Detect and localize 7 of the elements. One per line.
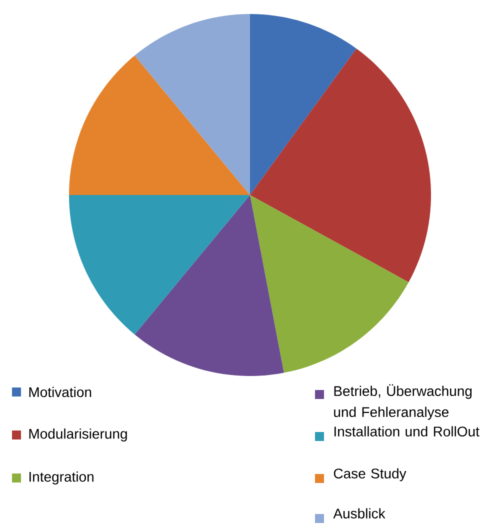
legend-label: Motivation — [29, 386, 92, 398]
legend-label: Ausblick — [333, 508, 386, 518]
legend-label: Integration — [29, 471, 94, 485]
legend-label: Case Study — [334, 468, 406, 482]
legend-label: Betrieb, Überwachung und Fehleranalyse — [334, 384, 472, 420]
legend-label: Modularisierung — [29, 428, 127, 442]
legend-label: Installation und RollOut — [334, 426, 480, 436]
